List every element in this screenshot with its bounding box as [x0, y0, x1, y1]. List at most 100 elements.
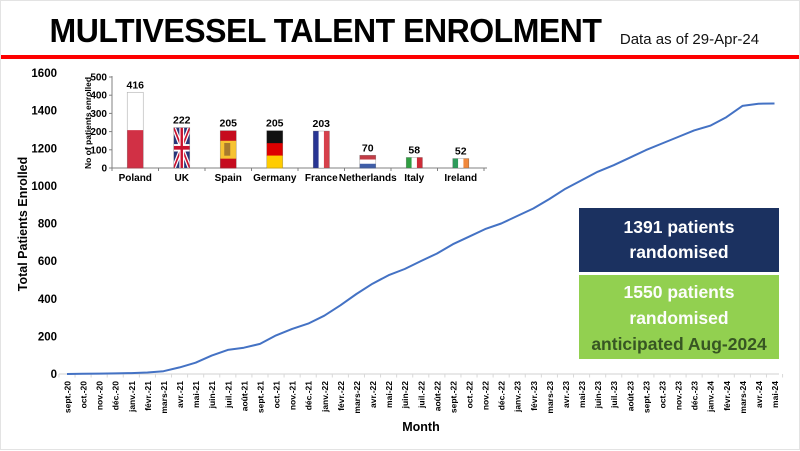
- country-bar-france: [312, 130, 330, 169]
- bar-value-label: 203: [312, 118, 330, 130]
- inset-y-tick-label: 500: [90, 73, 107, 84]
- x-tick-label: août-21: [239, 381, 249, 412]
- y-tick-label: 1200: [31, 143, 57, 155]
- chart-area: 0 200 400 600 800 1000 1200 1400 1600 Total Patie…: [1, 59, 800, 451]
- bar-category-label: France: [305, 173, 338, 184]
- bar-outline: [452, 158, 470, 169]
- flag-stripe: [458, 158, 464, 168]
- flag-stripe: [411, 157, 418, 168]
- country-bar-uk: [173, 127, 191, 169]
- bar-category-label: Netherlands: [339, 173, 397, 184]
- x-tick-label: déc.-23: [690, 381, 700, 411]
- flag-stripe: [359, 159, 376, 165]
- flag-stripe: [406, 157, 412, 168]
- bar-value-label: 205: [219, 118, 237, 130]
- x-tick-label: oct.-20: [79, 381, 89, 409]
- x-tick-label: janv.-21: [127, 381, 137, 413]
- x-tick-label: juil.-23: [609, 381, 619, 409]
- y-tick-label: 1400: [31, 106, 57, 118]
- x-tick-label: juin-23: [593, 381, 603, 410]
- header: MULTIVESSEL TALENT ENROLMENT Data as of …: [1, 3, 799, 53]
- x-tick-label: nov.-22: [481, 381, 491, 410]
- flag-stripe: [220, 158, 237, 169]
- bar-outline: [173, 127, 191, 169]
- inset-y-tick-label: 100: [90, 145, 107, 156]
- x-tick-label: mars-21: [159, 381, 169, 414]
- enrolment-line-series: [66, 102, 775, 375]
- country-bar-netherlands: [359, 154, 377, 169]
- country-bar-italy: [405, 157, 423, 169]
- bar-category-label: Spain: [215, 173, 242, 184]
- flag-stripe: [127, 92, 144, 131]
- flag-stripe: [452, 158, 459, 168]
- flag-stripe: [359, 163, 376, 169]
- x-tick-label: mai-21: [191, 381, 201, 408]
- x-tick-label: déc.-22: [497, 381, 507, 411]
- x-tick-label: oct.-21: [272, 381, 282, 409]
- x-tick-label: févr.-23: [529, 381, 539, 411]
- bar-category-label: Poland: [119, 173, 152, 184]
- uk-flag: [173, 127, 190, 168]
- flag-stripe: [127, 130, 144, 169]
- x-tick-label: mai-23: [577, 381, 587, 408]
- x-tick-label: nov.-20: [95, 381, 105, 410]
- bar-outline: [219, 130, 237, 169]
- bar-value-label: 205: [266, 118, 284, 130]
- flag-stripe: [463, 158, 470, 168]
- anticipated-callout: 1550 patients randomised anticipated Aug…: [579, 275, 779, 359]
- bar-category-label: Ireland: [444, 173, 477, 184]
- flag-stripe: [266, 143, 283, 156]
- x-tick-label: mai-22: [384, 381, 394, 408]
- inset-y-tick-label: 400: [90, 91, 107, 102]
- x-tick-label: mai-24: [770, 381, 780, 408]
- x-tick-label: sept.-22: [448, 381, 458, 413]
- x-tick-label: juin-21: [207, 381, 217, 410]
- x-tick-label: janv.-22: [320, 381, 330, 413]
- flag-stripe: [220, 130, 237, 142]
- x-tick-label: déc.-21: [304, 381, 314, 411]
- bar-value-label: 70: [362, 142, 374, 154]
- bar-value-label: 52: [455, 146, 467, 158]
- country-bar-germany: [266, 130, 284, 169]
- y-tick-label: 1600: [31, 68, 57, 80]
- x-tick-label: févr.-24: [722, 381, 732, 411]
- bar-category-label: UK: [175, 173, 190, 184]
- bar-value-label: 416: [126, 79, 144, 91]
- flag-stripe: [266, 130, 283, 144]
- inset-y-tick-label: 300: [90, 109, 107, 120]
- x-tick-label: mars-24: [738, 381, 748, 414]
- inset-y-axis-title: No of patients enrolled: [83, 77, 93, 169]
- x-tick-label: sept.-20: [63, 381, 73, 413]
- anticipated-date: anticipated Aug-2024: [591, 334, 767, 354]
- x-tick-label: juil.-21: [223, 381, 233, 409]
- x-tick-label: févr.-22: [336, 381, 346, 411]
- page-title: MULTIVESSEL TALENT ENROLMENT: [49, 12, 602, 50]
- red-divider: [1, 55, 799, 59]
- bar-outline: [266, 130, 284, 169]
- y-tick-label: 200: [38, 331, 57, 343]
- x-tick-label: avr.-21: [175, 381, 185, 408]
- y-tick-label: 0: [51, 369, 57, 381]
- anticipated-count: 1550 patients: [623, 282, 735, 302]
- x-tick-label: avr.-23: [561, 381, 571, 408]
- x-axis-title: Month: [402, 420, 439, 434]
- y-axis-title: Total Patients Enrolled: [16, 157, 30, 292]
- x-tick-label: mars-23: [545, 381, 555, 414]
- y-tick-label: 800: [38, 219, 57, 231]
- country-bar-poland: [126, 91, 144, 169]
- spain-emblem: [224, 143, 231, 156]
- randomised-count: 1391 patients: [623, 217, 735, 237]
- randomised-callout: 1391 patients randomised: [579, 208, 779, 272]
- x-tick-label: janv.-24: [706, 381, 716, 413]
- x-tick-label: janv.-23: [513, 381, 523, 413]
- data-as-of-label: Data as of 29-Apr-24: [619, 31, 760, 48]
- flag-stripe: [266, 155, 283, 169]
- x-tick-label: août-23: [625, 381, 635, 412]
- x-tick-label: févr.-21: [143, 381, 153, 411]
- bar-outline: [405, 157, 423, 169]
- x-tick-label: déc.-20: [111, 381, 121, 411]
- x-tick-label: oct.-22: [465, 381, 475, 409]
- randomised-label: randomised: [629, 242, 729, 262]
- x-tick-label: avr.-24: [754, 381, 764, 408]
